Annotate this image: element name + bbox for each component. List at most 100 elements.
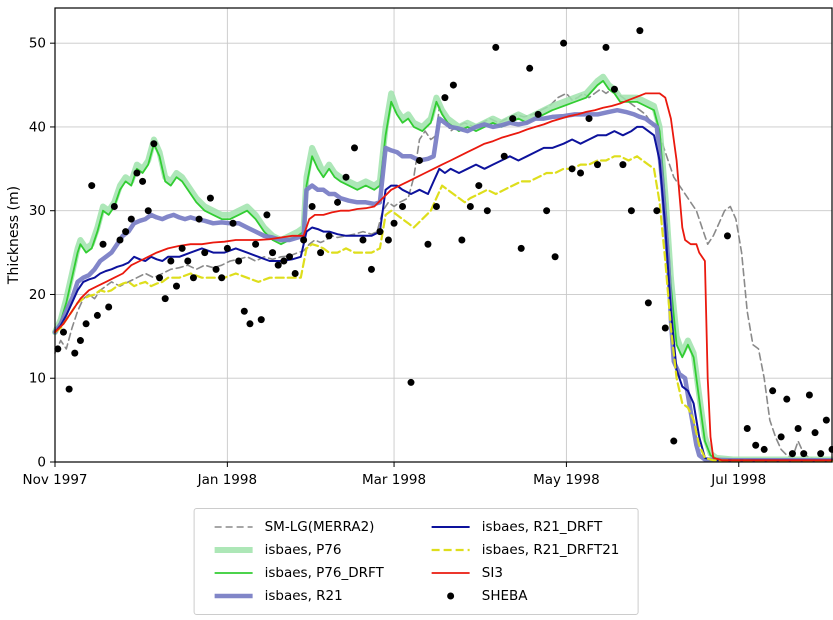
scatter-point-sheba	[367, 265, 375, 273]
scatter-point-sheba	[178, 244, 186, 252]
legend-label: isbaes, R21	[264, 588, 343, 604]
scatter-point-sheba	[492, 43, 500, 51]
scatter-point-sheba	[54, 345, 62, 353]
scatter-point-sheba	[568, 165, 576, 173]
legend-label: isbaes, R21_DRFT	[481, 519, 603, 535]
y-tick-label: 50	[29, 36, 46, 52]
scatter-point-sheba	[189, 274, 197, 282]
scatter-point-sheba	[172, 282, 180, 290]
scatter-point-sheba	[110, 203, 118, 211]
scatter-point-sheba	[240, 307, 248, 315]
legend-item-isbaes-p76: isbaes, P76	[213, 542, 384, 558]
scatter-point-sheba	[342, 173, 350, 181]
legend-label: SI3	[481, 565, 503, 581]
scatter-point-sheba	[223, 244, 231, 252]
scatter-point-sheba	[769, 387, 777, 395]
series-line-sm-lg-merra2-	[54, 88, 833, 461]
legend-label: isbaes, P76_DRFT	[264, 565, 384, 581]
scatter-point-sheba	[184, 257, 192, 265]
legend-item-sm-lg-merra2-: SM-LG(MERRA2)	[213, 519, 384, 535]
scatter-point-sheba	[263, 211, 271, 219]
scatter-point-sheba	[794, 424, 802, 432]
legend-line-swatch	[214, 526, 253, 528]
scatter-point-sheba	[441, 94, 449, 102]
scatter-point-sheba	[551, 253, 559, 261]
scatter-point-sheba	[788, 450, 796, 458]
scatter-point-sheba	[144, 207, 152, 215]
legend-label: SHEBA	[481, 588, 528, 604]
series-line-isbaes-p76-drft	[54, 80, 833, 461]
scatter-point-sheba	[432, 203, 440, 211]
legend-item-isbaes-r21: isbaes, R21	[213, 588, 384, 604]
series-line-isbaes-r21-drft	[54, 125, 833, 462]
scatter-point-sheba	[133, 169, 141, 177]
scatter-point-sheba	[116, 236, 124, 244]
scatter-point-sheba	[509, 115, 517, 123]
scatter-point-sheba	[246, 320, 254, 328]
scatter-point-sheba	[805, 391, 813, 399]
legend-line-swatch	[214, 572, 253, 574]
scatter-point-sheba	[252, 240, 260, 248]
scatter-point-sheba	[291, 270, 299, 278]
legend-item-sheba: SHEBA	[430, 588, 620, 604]
scatter-point-sheba	[93, 311, 101, 319]
scatter-point-sheba	[602, 43, 610, 51]
y-tick-label: 30	[29, 203, 46, 219]
legend-marker-swatch	[447, 592, 455, 600]
series-line-isbaes-r21	[52, 107, 833, 463]
y-tick-label: 20	[29, 287, 46, 303]
series-line-isbaes-r21-drft21	[53, 155, 833, 463]
scatter-point-sheba	[811, 429, 819, 437]
scatter-point-sheba	[723, 232, 731, 240]
scatter-point-sheba	[517, 244, 525, 252]
scatter-point-sheba	[817, 450, 825, 458]
scatter-point-sheba	[483, 207, 491, 215]
scatter-point-sheba	[76, 337, 84, 345]
scatter-point-sheba	[653, 207, 661, 215]
scatter-point-sheba	[65, 385, 73, 393]
legend-item-isbaes-p76-drft: isbaes, P76_DRFT	[213, 565, 384, 581]
legend-item-si3: SI3	[430, 565, 620, 581]
scatter-point-sheba	[308, 203, 316, 211]
scatter-point-sheba	[500, 152, 508, 160]
scatter-point-sheba	[212, 265, 220, 273]
scatter-point-sheba	[82, 320, 90, 328]
scatter-point-sheba	[156, 274, 164, 282]
scatter-point-sheba	[218, 274, 226, 282]
scatter-point-sheba	[560, 39, 568, 47]
scatter-point-sheba	[150, 140, 158, 148]
scatter-point-sheba	[105, 303, 113, 311]
plot-frame	[54, 7, 833, 463]
scatter-point-sheba	[317, 249, 325, 257]
scatter-point-sheba	[229, 219, 237, 227]
scatter-point-sheba	[334, 198, 342, 206]
series-line-si3	[54, 92, 833, 462]
legend-item-isbaes-r21-drft21: isbaes, R21_DRFT21	[430, 542, 619, 558]
scatter-point-sheba	[280, 257, 288, 265]
scatter-point-sheba	[449, 81, 457, 89]
scatter-point-sheba	[466, 203, 474, 211]
legend-line-swatch	[431, 526, 470, 528]
scatter-point-sheba	[783, 395, 791, 403]
scatter-point-sheba	[627, 207, 635, 215]
x-tick-label: Jul 1998	[710, 472, 766, 488]
scatter-point-sheba	[619, 161, 627, 169]
scatter-point-sheba	[670, 437, 678, 445]
chart-legend: SM-LG(MERRA2) isbaes, P76 isbaes, P76_DRFT…	[193, 508, 639, 615]
scatter-point-sheba	[399, 203, 407, 211]
thickness-chart-plot: 0 10 20 30 40 50 Nov 1997 Jan 1998 Mar 1998 May 1…	[23, 7, 833, 488]
scatter-point-sheba	[274, 261, 282, 269]
series-line-isbaes-p76	[52, 73, 833, 463]
scatter-point-sheba	[407, 378, 415, 386]
scatter-point-sheba	[167, 257, 175, 265]
scatter-point-sheba	[636, 27, 644, 35]
scatter-point-sheba	[71, 349, 79, 357]
scatter-point-sheba	[206, 194, 214, 202]
y-tick-label: 10	[29, 371, 46, 387]
scatter-point-sheba	[325, 232, 333, 240]
scatter-point-sheba	[257, 316, 265, 324]
x-tick-label: Mar 1998	[362, 472, 426, 488]
scatter-point-sheba	[350, 144, 358, 152]
scatter-point-sheba	[577, 169, 585, 177]
scatter-point-sheba	[534, 110, 542, 118]
